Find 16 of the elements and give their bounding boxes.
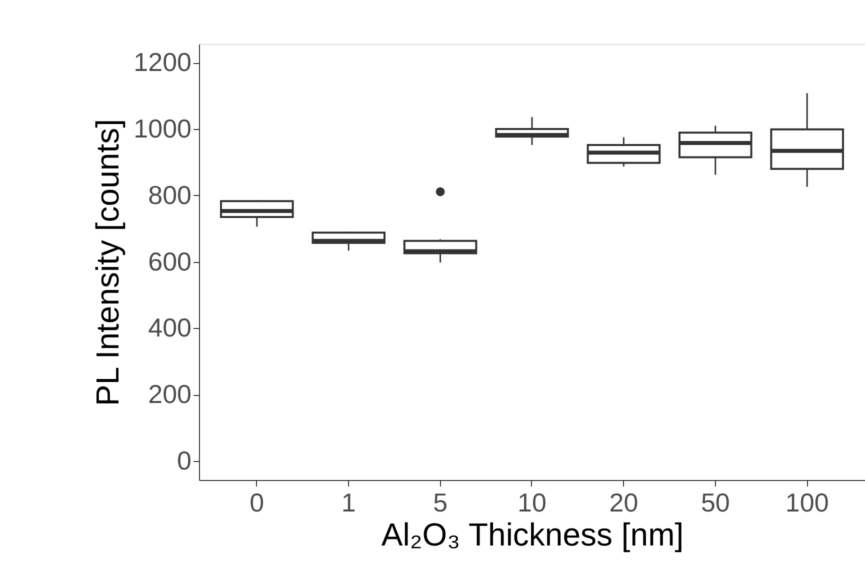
x-tick-label: 5 — [433, 488, 448, 518]
y-tick-label: 1000 — [134, 114, 192, 144]
x-tick-label: 0 — [250, 488, 264, 518]
x-tick-label: 20 — [609, 488, 638, 518]
y-axis-title: PL Intensity [counts] — [90, 119, 126, 406]
x-tick-label: 10 — [518, 488, 546, 518]
y-tick-label: 1200 — [134, 47, 192, 78]
y-tick-label: 800 — [148, 180, 192, 210]
y-tick-label: 200 — [148, 379, 192, 410]
x-axis-title: Al₂O₃ Thickness [nm] — [381, 516, 684, 552]
y-tick-label: 600 — [148, 246, 192, 276]
x-tick-label: 50 — [700, 488, 730, 518]
x-tick-label: 100 — [785, 488, 829, 518]
x-tick-label: 1 — [341, 488, 356, 518]
y-tick-label: 0 — [177, 446, 192, 476]
y-tick-label: 400 — [148, 312, 192, 343]
